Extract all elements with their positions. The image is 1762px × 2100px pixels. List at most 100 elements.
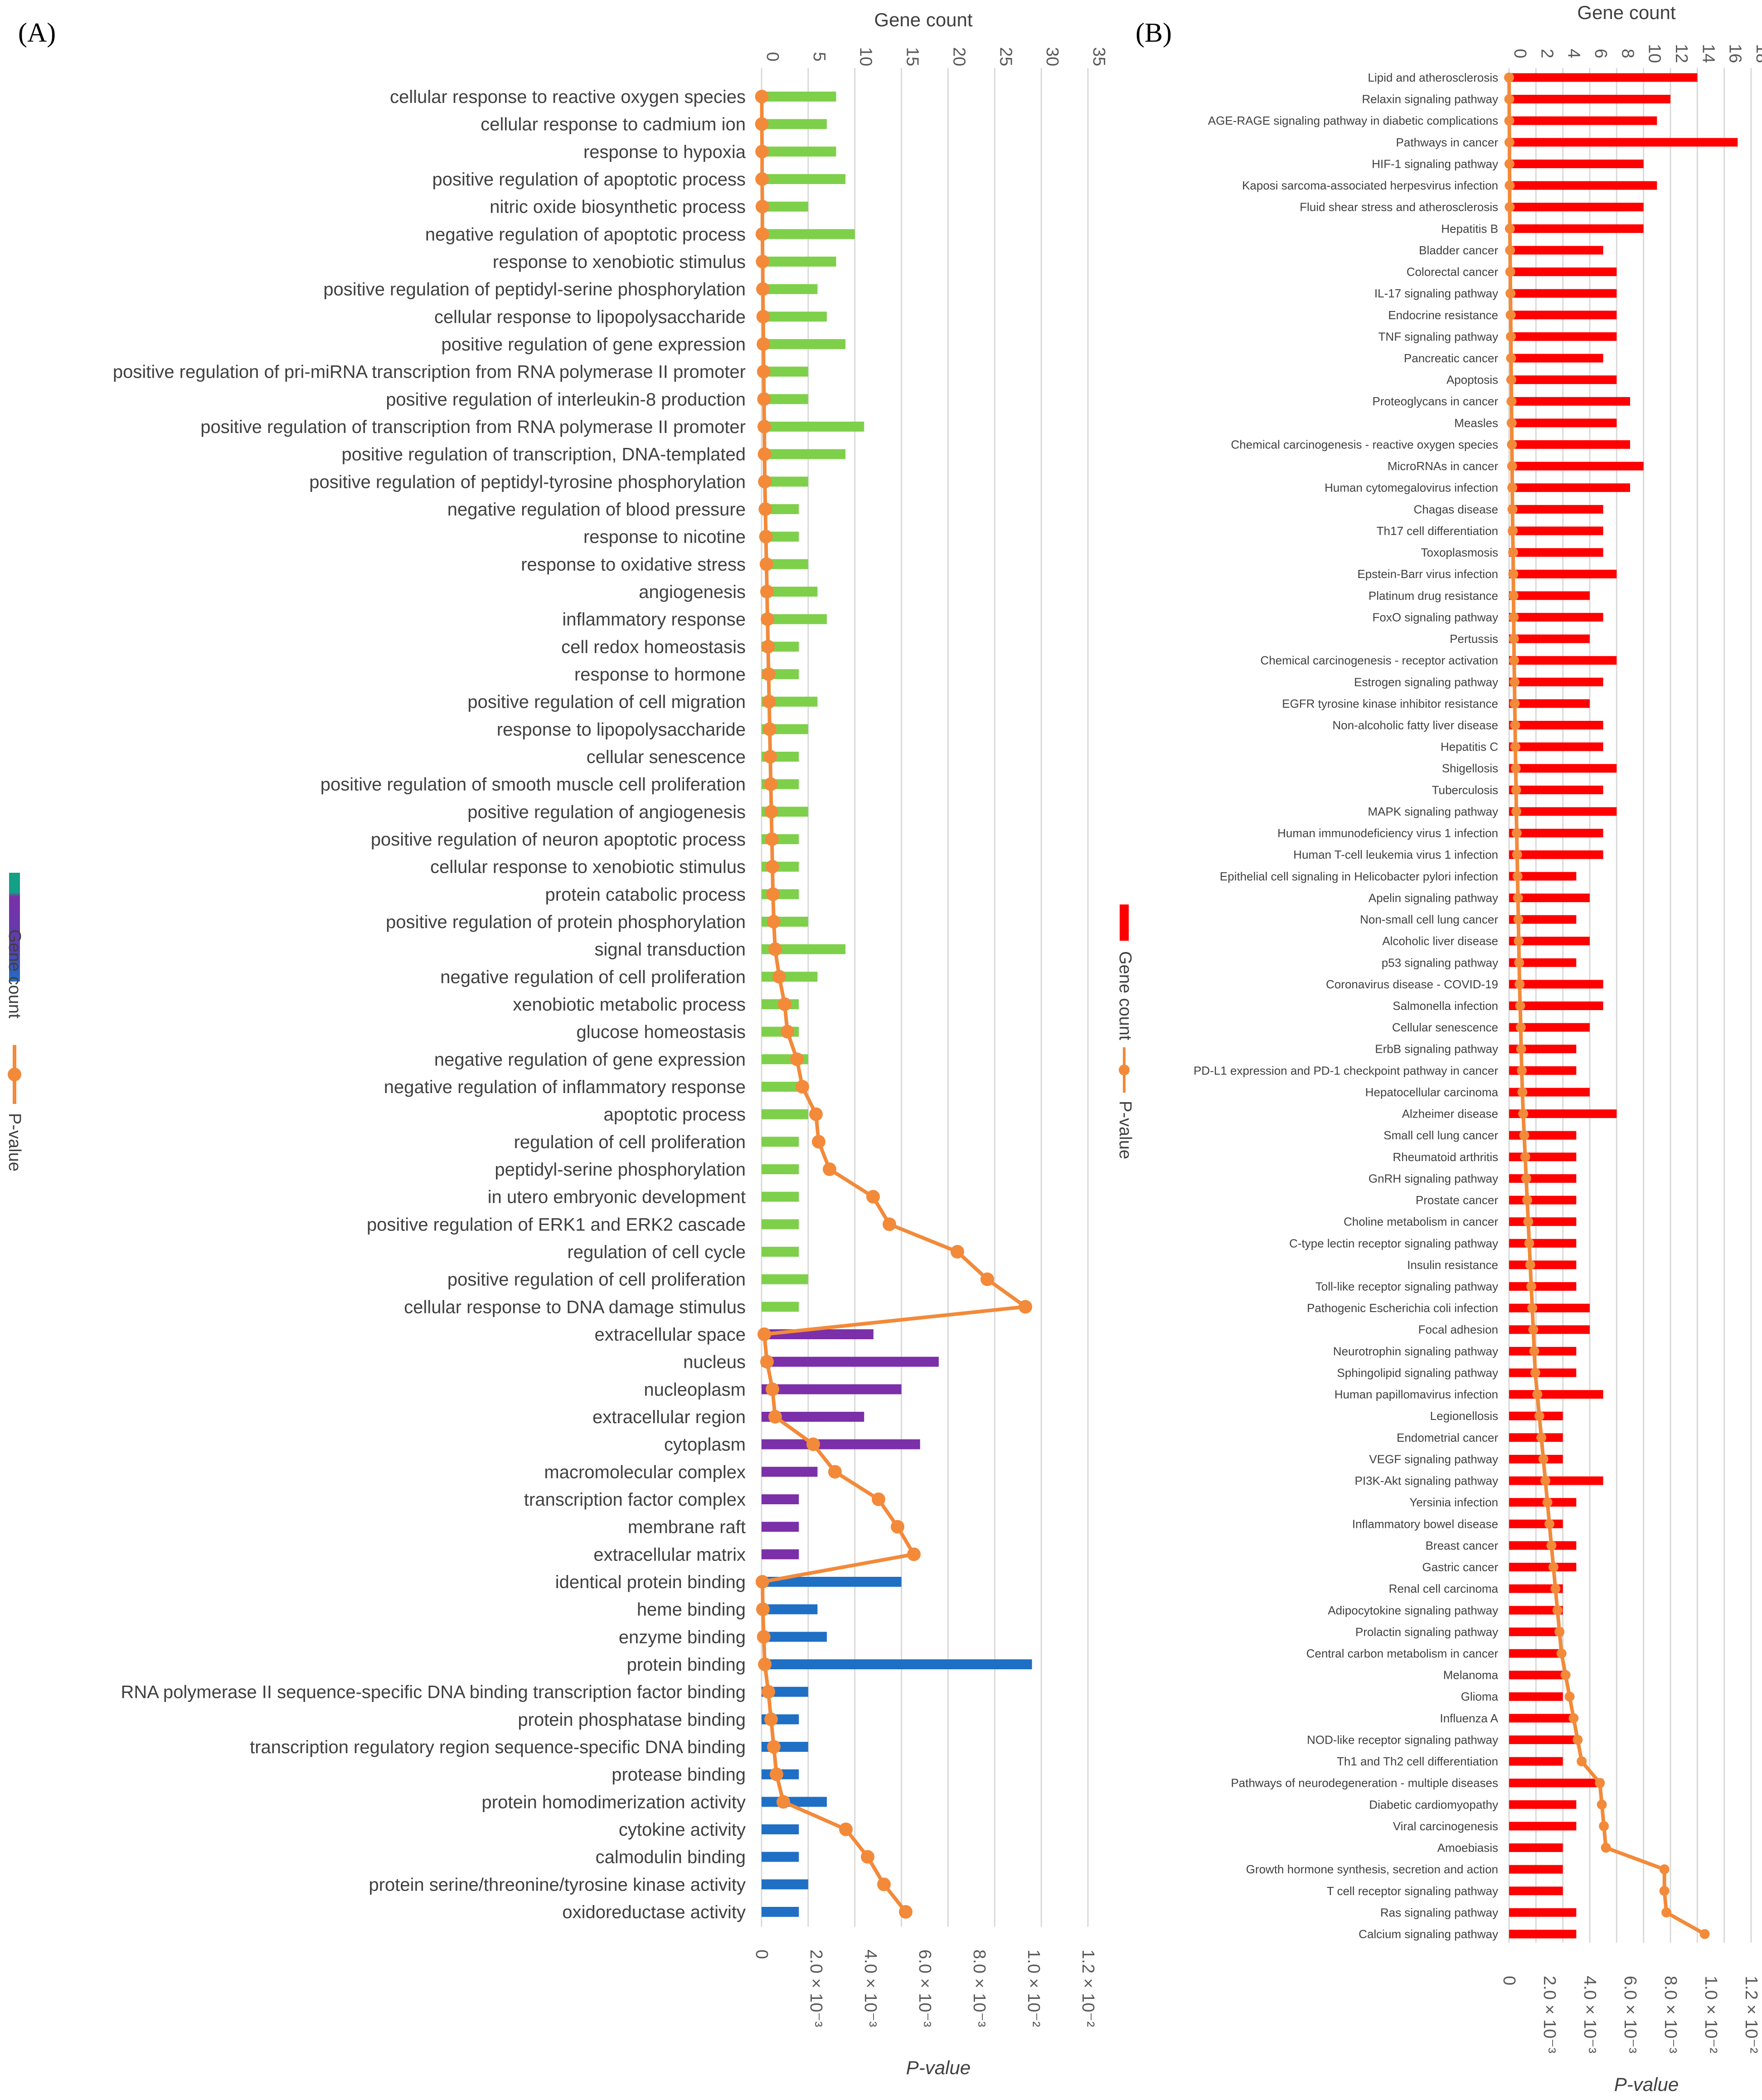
pvalue-point-amoebiasis bbox=[1601, 1842, 1611, 1853]
pvalue-point-extracellular-matrix bbox=[907, 1547, 921, 1561]
category-label: Prolactin signaling pathway bbox=[1355, 1625, 1498, 1638]
category-label: Legionellosis bbox=[1430, 1409, 1498, 1423]
pvalue-tick: 6.0 × 10⁻³ bbox=[1621, 1976, 1640, 2053]
pvalue-point-enzyme-binding bbox=[757, 1630, 771, 1644]
bar-identical-protein-binding bbox=[762, 1577, 902, 1587]
bar-nod-like-receptor-signaling-pathway bbox=[1509, 1735, 1577, 1744]
bar-alzheimer-disease bbox=[1509, 1109, 1617, 1118]
bar-toxoplasmosis bbox=[1509, 548, 1603, 557]
pvalue-point-cellular-senescence bbox=[1515, 1022, 1526, 1033]
bar-diabetic-cardiomyopathy bbox=[1509, 1800, 1577, 1809]
pvalue-point-positive-regulation-of-erk1-and-erk2-cascade bbox=[883, 1217, 896, 1231]
panel-b-gene-count-ticks: 0 2 4 6 8 10 12 14 16 18 bbox=[1510, 44, 1762, 63]
category-label: positive regulation of pri-miRNA transcr… bbox=[113, 362, 746, 382]
category-label: oxidoreductase activity bbox=[562, 1902, 746, 1922]
pvalue-point-tuberculosis bbox=[1511, 785, 1521, 795]
pvalue-point-cellular-response-to-reactive-oxygen-species bbox=[755, 90, 769, 103]
pvalue-point-human-papillomavirus-infection bbox=[1532, 1389, 1543, 1400]
gene-count-tick: 2 bbox=[1537, 49, 1556, 58]
pvalue-point-cellular-response-to-dna-damage-stimulus bbox=[1019, 1300, 1032, 1314]
panel-b-pvalue-line bbox=[1504, 73, 1710, 1939]
category-label: extracellular matrix bbox=[593, 1545, 746, 1565]
pvalue-point-measles bbox=[1506, 418, 1517, 428]
pvalue-point-alzheimer-disease bbox=[1518, 1108, 1529, 1119]
bar-ras-signaling-pathway bbox=[1509, 1908, 1577, 1917]
category-label: peptidyl-serine phosphorylation bbox=[495, 1160, 746, 1180]
bar-kaposi-sarcoma-associated-herpesvirus-infection bbox=[1509, 181, 1657, 190]
category-label: Colorectal cancer bbox=[1407, 265, 1499, 279]
bar-extracellular-region bbox=[762, 1412, 864, 1422]
pvalue-point-rheumatoid-arthritis bbox=[1520, 1152, 1530, 1162]
category-label: transcription factor complex bbox=[524, 1490, 746, 1510]
category-label: negative regulation of gene expression bbox=[434, 1050, 746, 1069]
category-label: protein catabolic process bbox=[545, 885, 746, 904]
bar-central-carbon-metabolism-in-cancer bbox=[1509, 1649, 1563, 1658]
pvalue-point-breast-cancer bbox=[1546, 1540, 1557, 1551]
category-label: Gastric cancer bbox=[1422, 1560, 1498, 1574]
pvalue-point-diabetic-cardiomyopathy bbox=[1597, 1799, 1607, 1810]
bar-pathogenic-escherichia-coli-infection bbox=[1509, 1303, 1590, 1312]
pvalue-point-response-to-lipopolysaccharide bbox=[763, 722, 777, 736]
bar-measles bbox=[1509, 418, 1617, 428]
pvalue-point-angiogenesis bbox=[760, 585, 774, 598]
bar-regulation-of-cell-cycle bbox=[762, 1247, 799, 1257]
pvalue-point-influenza-a bbox=[1568, 1713, 1579, 1723]
category-label: extracellular space bbox=[595, 1325, 746, 1345]
pvalue-point-positive-regulation-of-smooth-muscle-cell-proliferation bbox=[764, 777, 778, 791]
category-label: Coronavirus disease - COVID-19 bbox=[1326, 977, 1498, 991]
category-label: Kaposi sarcoma-associated herpesvirus in… bbox=[1242, 179, 1498, 192]
pvalue-point-positive-regulation-of-pri-mirna-transcription-from-rna-poly bbox=[757, 365, 771, 379]
pvalue-tick: 1.2 × 10⁻² bbox=[1742, 1976, 1761, 2053]
bar-vegf-signaling-pathway bbox=[1509, 1454, 1563, 1463]
pvalue-point-growth-hormone-synthesis-secretion-and-action bbox=[1659, 1864, 1670, 1875]
pvalue-point-positive-regulation-of-peptidyl-tyrosine-phosphorylation bbox=[758, 475, 772, 489]
category-label: MicroRNAs in cancer bbox=[1388, 459, 1499, 473]
bar-shigellosis bbox=[1509, 764, 1617, 773]
category-label: Th17 cell differentiation bbox=[1377, 524, 1498, 538]
category-label: cellular response to reactive oxygen spe… bbox=[390, 87, 746, 107]
bar-positive-regulation-of-apoptotic-process bbox=[762, 174, 846, 184]
bar-negative-regulation-of-apoptotic-process bbox=[762, 229, 855, 239]
pvalue-point-in-utero-embryonic-development bbox=[866, 1190, 880, 1204]
gene-count-tick: 8 bbox=[1618, 49, 1637, 58]
pvalue-point-hif-1-signaling-pathway bbox=[1504, 159, 1514, 169]
category-label: negative regulation of blood pressure bbox=[447, 500, 746, 520]
bar-calcium-signaling-pathway bbox=[1509, 1930, 1577, 1939]
category-label: Sphingolipid signaling pathway bbox=[1337, 1366, 1498, 1380]
pvalue-point-cytokine-activity bbox=[839, 1823, 853, 1836]
pvalue-point-protein-serine-threonine-tyrosine-kinase-activity bbox=[877, 1877, 891, 1891]
pvalue-tick: 8.0 × 10⁻³ bbox=[1661, 1976, 1680, 2053]
category-label: Ras signaling pathway bbox=[1380, 1906, 1498, 1919]
pvalue-point-ras-signaling-pathway bbox=[1661, 1907, 1672, 1918]
panel-b-top-axis-title: Gene count bbox=[1577, 2, 1675, 23]
bar-sphingolipid-signaling-pathway bbox=[1509, 1368, 1577, 1377]
bar-egfr-tyrosine-kinase-inhibitor-resistance bbox=[1509, 699, 1590, 708]
category-label: Human immunodeficiency virus 1 infection bbox=[1277, 826, 1498, 840]
bar-gastric-cancer bbox=[1509, 1563, 1577, 1572]
panel-a-pvalue-line bbox=[755, 90, 1032, 1919]
category-label: response to xenobiotic stimulus bbox=[493, 252, 746, 272]
gene-count-tick: 6 bbox=[1591, 49, 1610, 58]
bar-signal-transduction bbox=[762, 944, 846, 954]
bar-erbb-signaling-pathway bbox=[1509, 1045, 1577, 1054]
category-label: glucose homeostasis bbox=[576, 1022, 746, 1042]
pvalue-point-macromolecular-complex bbox=[828, 1465, 842, 1479]
pvalue-point-prostate-cancer bbox=[1522, 1195, 1533, 1206]
pvalue-point-lipid-and-atherosclerosis bbox=[1504, 73, 1514, 83]
category-label: Shigellosis bbox=[1442, 762, 1498, 775]
pvalue-point-positive-regulation-of-transcription-dna-templated bbox=[757, 447, 772, 461]
panel-a-legend-line-label: P-value bbox=[5, 1113, 24, 1172]
pvalue-point-protein-binding bbox=[758, 1658, 772, 1671]
category-label: response to lipopolysaccharide bbox=[497, 719, 746, 739]
pvalue-point-endometrial-cancer bbox=[1536, 1432, 1547, 1443]
category-label: enzyme binding bbox=[619, 1627, 746, 1647]
bar-foxo-signaling-pathway bbox=[1509, 612, 1603, 622]
bar-pathways-in-cancer bbox=[1509, 138, 1738, 147]
bar-response-to-xenobiotic-stimulus bbox=[762, 257, 836, 267]
pvalue-point-vegf-signaling-pathway bbox=[1538, 1454, 1548, 1464]
category-label: Adipocytokine signaling pathway bbox=[1328, 1604, 1498, 1617]
pvalue-point-transcription-regulatory-region-sequence-specific-dna-bindin bbox=[767, 1740, 781, 1754]
bar-positive-regulation-of-gene-expression bbox=[762, 339, 846, 349]
category-label: positive regulation of interleukin-8 pro… bbox=[386, 389, 746, 409]
bar-pancreatic-cancer bbox=[1509, 354, 1603, 363]
